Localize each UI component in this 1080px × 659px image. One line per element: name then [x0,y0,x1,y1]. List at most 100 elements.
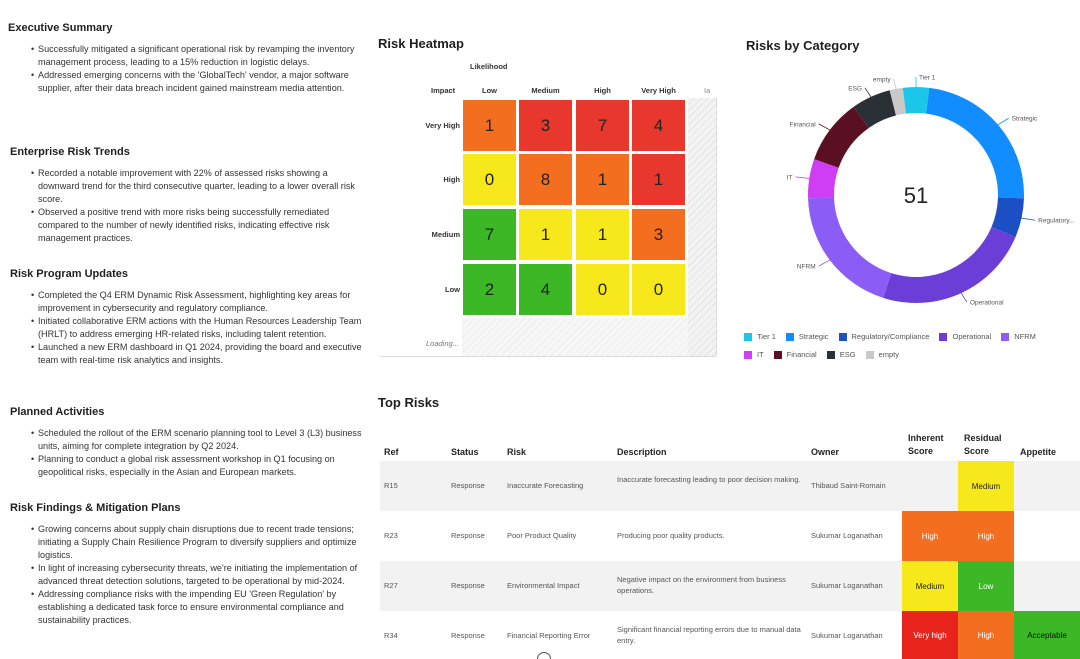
table-column-header[interactable]: Inherent Score [908,433,944,456]
table-column-header[interactable]: Status [451,447,479,457]
callout-line [864,87,872,98]
heatmap-corner-label: Impact [431,86,456,95]
table-cell-description: Producing poor quality products. [617,531,725,540]
heatmap-cell[interactable]: 1 [463,100,516,151]
heatmap-cell[interactable]: 3 [519,100,572,151]
donut-slice-esg[interactable] [853,90,896,129]
legend-item[interactable]: Tier 1 [744,332,776,341]
legend-swatch [785,332,794,341]
table-cell-ref: R34 [384,631,398,640]
heatmap-scroll-area[interactable] [688,98,716,356]
table-column-header[interactable]: Appetite [1020,447,1056,457]
bullet-item: In light of increasing cybersecurity thr… [31,562,368,588]
legend-label: empty [878,350,899,359]
heatmap-axis-title: Likelihood [470,62,508,71]
donut-slice-financial[interactable] [814,106,869,168]
callout-line [960,292,968,303]
heatmap-title: Risk Heatmap [378,36,464,51]
table-row[interactable]: R15 Response Inaccurate Forecasting Inaccur… [380,461,1080,511]
category-donut-chart[interactable]: 51 Tier 1 Strategic Regulatory... Operationa… [770,72,1080,312]
heatmap-column-header: Medium [531,86,560,95]
bullet-item: Addressing compliance risks with the imp… [31,588,368,627]
legend-swatch [744,332,752,341]
table-column-header[interactable]: Risk [507,447,527,457]
table-column-header[interactable]: Residual Score [964,433,1002,456]
donut-callout-label: IT [787,174,793,181]
bullet-item: Observed a positive trend with more risk… [31,206,368,245]
divider [380,356,716,357]
heatmap-cell[interactable]: 0 [463,154,516,205]
categories-title: Risks by Category [746,38,860,53]
donut-callout-label: ESG [848,85,862,92]
legend-label: Strategic [798,332,829,341]
donut-slice-strategic[interactable] [926,87,1024,199]
donut-slice-it[interactable] [808,159,839,199]
heatmap-cell[interactable]: 8 [519,154,572,205]
legend-item[interactable]: empty [865,350,899,359]
bullet-item: Growing concerns about supply chain disr… [31,523,368,562]
legend-item[interactable]: Financial [773,350,817,359]
legend-item[interactable]: Operational [939,332,991,341]
callout-line [818,123,831,131]
donut-callout-label: Strategic [1012,116,1038,123]
loading-label: Loading... [426,339,459,348]
legend-item[interactable]: Strategic [785,332,829,341]
heatmap-column-header: Ia [704,86,711,95]
heatmap-cell[interactable]: 2 [463,264,516,315]
table-cell-owner: Sukumar Loganathan [811,531,883,540]
summary-section: Executive Summary Successfully mitigated … [8,22,368,95]
table-row[interactable]: R23 Response Poor Product Quality Producing… [380,511,1080,561]
heatmap-cell[interactable]: 0 [632,264,685,315]
callout-line [795,176,810,179]
bullet-item: Addressed emerging concerns with the 'Gl… [31,69,368,95]
divider [716,98,717,356]
cursor-icon [537,652,551,659]
table-cell-risk: Poor Product Quality [507,531,577,540]
top-risks-title: Top Risks [378,395,440,410]
bullet-list: Successfully mitigated a significant ope… [8,43,368,95]
heatmap-cell[interactable]: 3 [632,209,685,260]
heatmap-cell[interactable]: 4 [519,264,572,315]
donut-slice-operational[interactable] [883,226,1016,303]
donut-slice-nfrm[interactable] [808,197,892,298]
score-badge-inherent: Medium [902,561,958,611]
section-title: Risk Program Updates [10,268,128,280]
heatmap-cell[interactable]: 1 [519,209,572,260]
legend-swatch [838,332,847,341]
legend-item[interactable]: ESG [826,350,856,359]
table-column-header[interactable]: Ref [384,447,399,457]
donut-callout-label: Tier 1 [919,75,936,82]
table-cell-description: Negative impact on the environment from … [617,575,786,595]
heatmap-cell[interactable]: 7 [576,100,629,151]
table-column-header[interactable]: Description [617,447,667,457]
heatmap-cell[interactable]: 7 [463,209,516,260]
legend-label: ESG [839,350,856,359]
donut-slice-tier-1[interactable] [902,87,930,114]
table-cell-status: Response [451,531,485,540]
heatmap-cell[interactable]: 1 [576,209,629,260]
legend-item[interactable]: IT [744,350,764,359]
bullet-item: Planning to conduct a global risk assess… [31,453,368,479]
category-legend: Tier 1 Strategic Regulatory/Compliance Oper… [744,332,1046,341]
heatmap-cell[interactable]: 1 [576,154,629,205]
bullet-item: Recorded a notable improvement with 22% … [31,167,368,206]
heatmap-cell[interactable]: 0 [576,264,629,315]
donut-callout-label: empty [873,77,891,84]
table-cell-ref: R23 [384,531,398,540]
donut-callout-label: Regulatory... [1038,218,1075,225]
donut-slice-empty[interactable] [889,87,906,116]
table-cell-ref: R15 [384,481,398,490]
table-row[interactable]: R27 Response Environmental Impact Negative … [380,561,1080,611]
callout-line [893,78,897,89]
heatmap-cell[interactable]: 1 [632,154,685,205]
heatmap-cell[interactable]: 4 [632,100,685,151]
donut-slice-regulatory-compliance[interactable] [991,197,1024,238]
legend-item[interactable]: Regulatory/Compliance [838,332,929,341]
table-row[interactable]: R34 Response Financial Reporting Error Sign… [380,611,1080,659]
bullet-list: Scheduled the rollout of the ERM scenari… [8,427,368,479]
category-legend: IT Financial ESG empty [744,350,909,359]
legend-swatch [939,332,948,341]
table-column-header[interactable]: Owner [811,447,840,457]
legend-item[interactable]: NFRM [1001,332,1036,341]
summary-section: Planned Activities Scheduled the rollout … [8,406,368,479]
